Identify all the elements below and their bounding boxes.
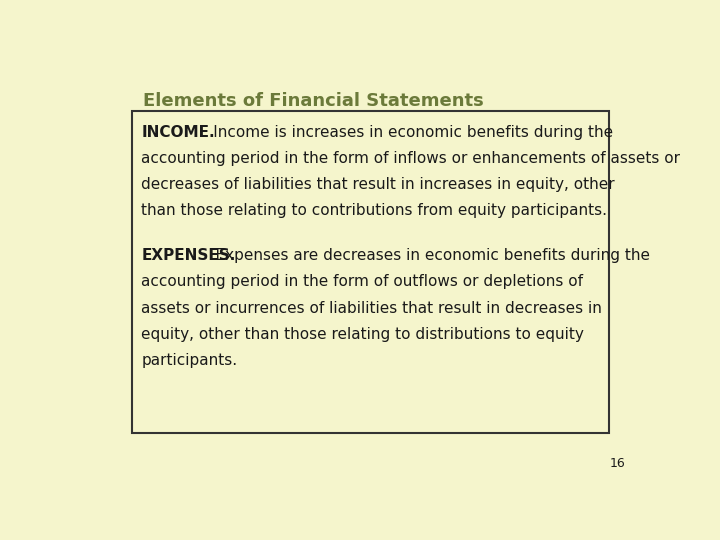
FancyBboxPatch shape — [132, 111, 609, 433]
Text: decreases of liabilities that result in increases in equity, other: decreases of liabilities that result in … — [141, 177, 615, 192]
Text: Expenses are decreases in economic benefits during the: Expenses are decreases in economic benef… — [196, 248, 649, 263]
Text: EXPENSES.: EXPENSES. — [141, 248, 235, 263]
Text: than those relating to contributions from equity participants.: than those relating to contributions fro… — [141, 203, 608, 218]
Text: equity, other than those relating to distributions to equity: equity, other than those relating to dis… — [141, 327, 584, 342]
Text: Income is increases in economic benefits during the: Income is increases in economic benefits… — [184, 125, 613, 140]
Text: assets or incurrences of liabilities that result in decreases in: assets or incurrences of liabilities tha… — [141, 301, 602, 315]
Text: INCOME.: INCOME. — [141, 125, 215, 140]
Text: accounting period in the form of outflows or depletions of: accounting period in the form of outflow… — [141, 274, 583, 289]
Text: accounting period in the form of inflows or enhancements of assets or: accounting period in the form of inflows… — [141, 151, 680, 166]
Text: Elements of Financial Statements: Elements of Financial Statements — [143, 92, 484, 110]
Text: participants.: participants. — [141, 353, 238, 368]
Text: 16: 16 — [610, 457, 626, 470]
